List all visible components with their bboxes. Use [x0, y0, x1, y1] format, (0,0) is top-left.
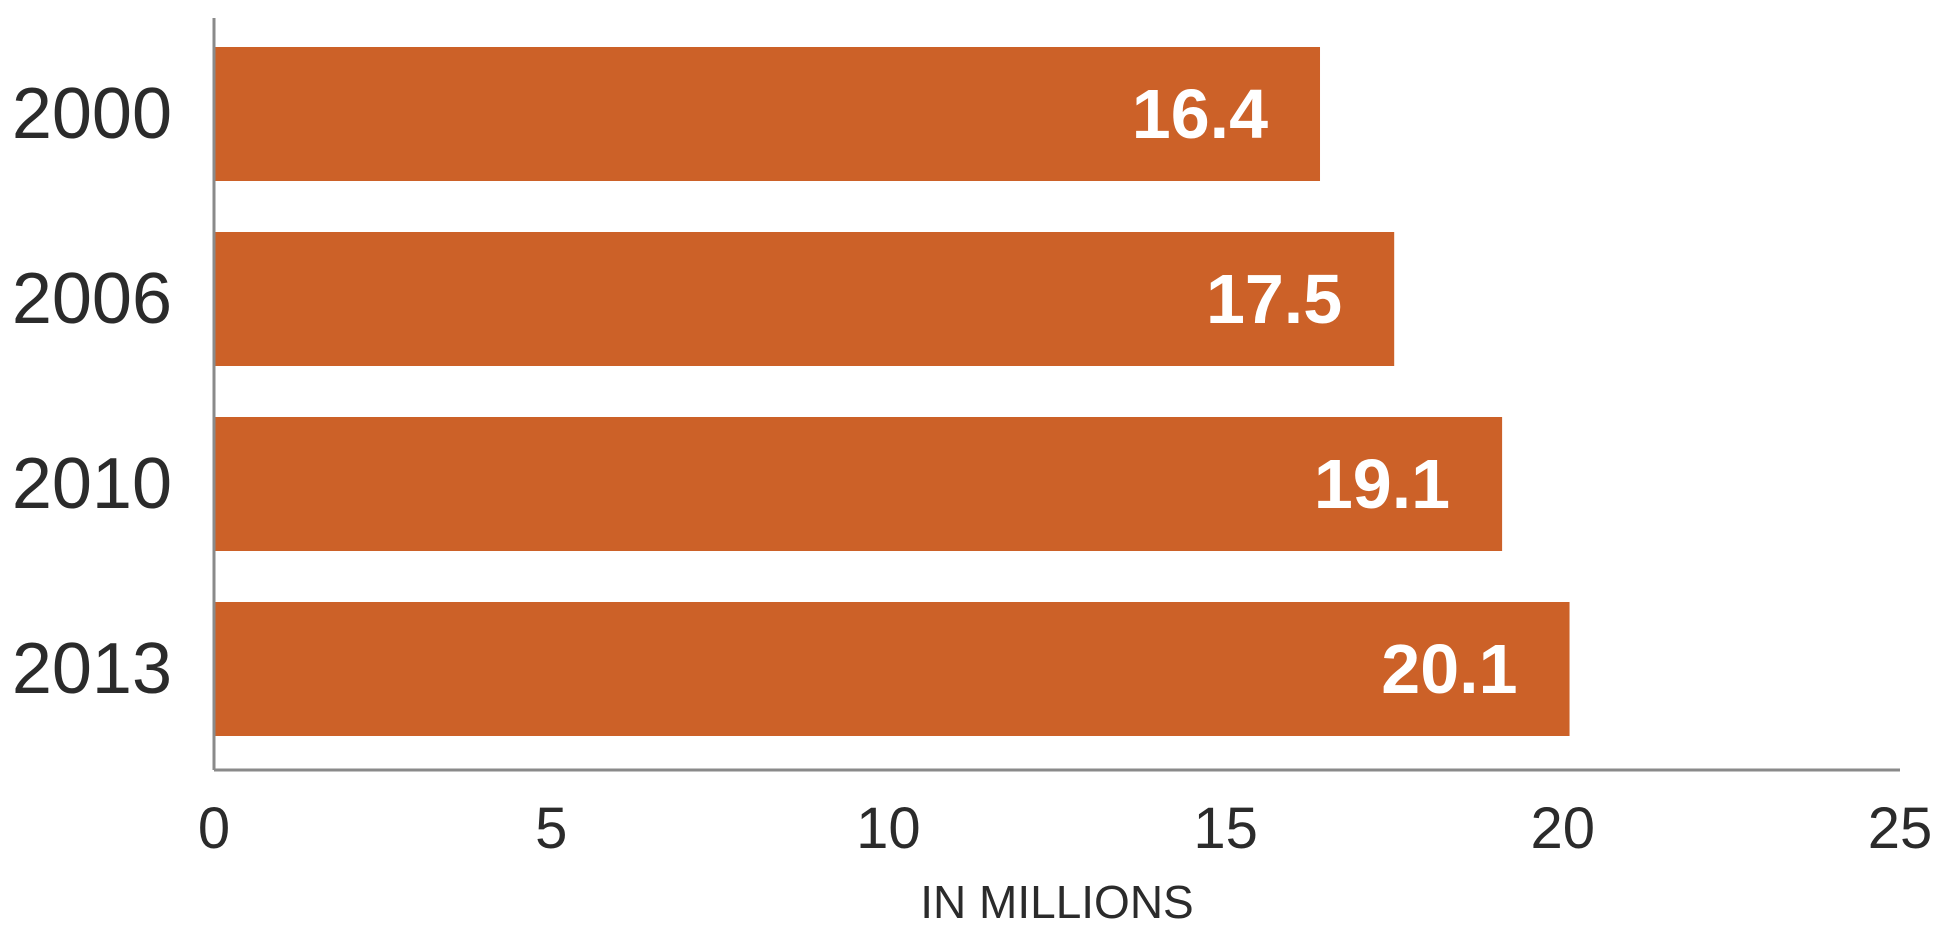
category-labels-group: 2000 2006 2010 2013	[12, 74, 172, 709]
bar-2010	[214, 417, 1503, 551]
bar-2000	[214, 47, 1321, 181]
category-label-2013: 2013	[12, 629, 172, 709]
value-labels-group: 16.4 17.5 19.1 20.1	[1132, 75, 1518, 708]
value-label-2006: 17.5	[1206, 260, 1342, 338]
category-label-2006: 2006	[12, 259, 172, 339]
bars-group	[214, 47, 1570, 736]
bar-2013	[214, 602, 1570, 736]
value-label-2000: 16.4	[1132, 75, 1268, 153]
x-tick-label-0: 0	[198, 796, 230, 861]
value-label-2010: 19.1	[1314, 445, 1450, 523]
x-tick-label-25: 25	[1868, 796, 1933, 861]
x-tick-label-20: 20	[1531, 796, 1596, 861]
x-tick-label-15: 15	[1193, 796, 1258, 861]
category-label-2010: 2010	[12, 444, 172, 524]
x-axis-title: IN MILLIONS	[920, 876, 1194, 928]
x-tick-label-5: 5	[535, 796, 567, 861]
value-label-2013: 20.1	[1381, 630, 1517, 708]
category-label-2000: 2000	[12, 74, 172, 154]
x-tick-label-10: 10	[856, 796, 921, 861]
x-tick-labels-group: 0 5 10 15 20 25	[198, 796, 1932, 861]
bar-2006	[214, 232, 1395, 366]
